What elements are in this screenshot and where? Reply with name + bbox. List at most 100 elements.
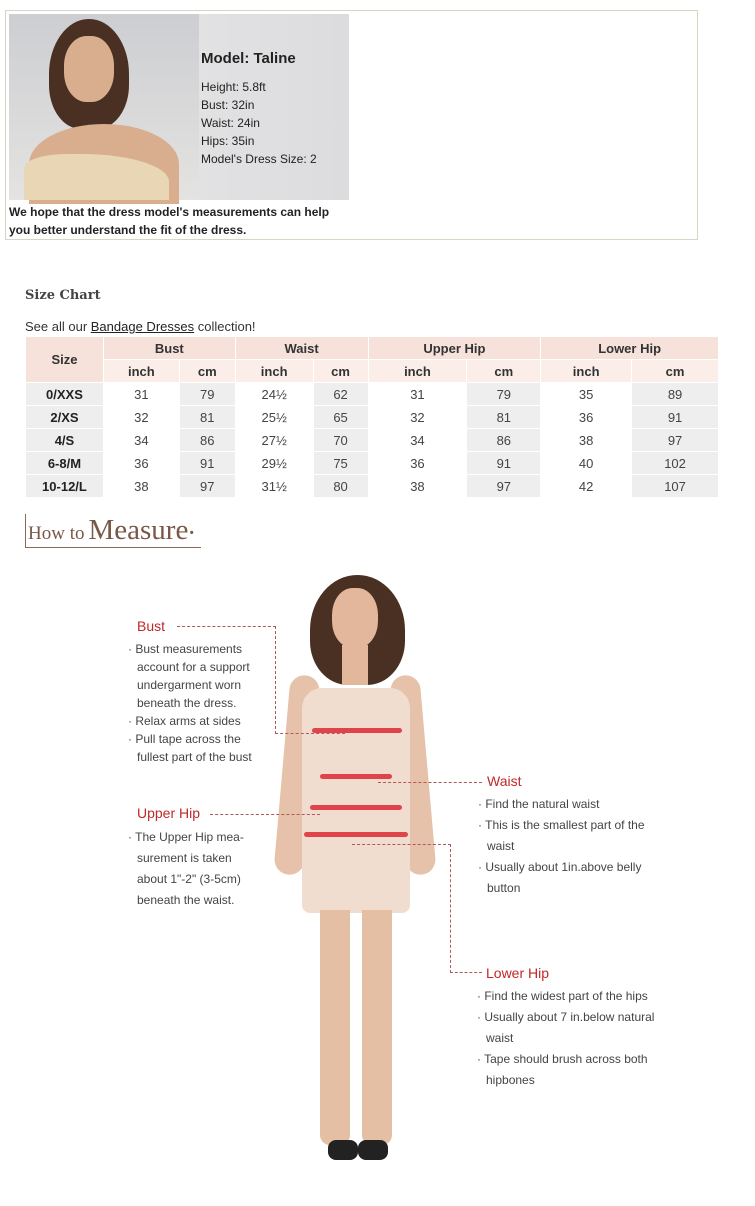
- table-row: 2/XS 32 81 25½ 65 32 81 36 91: [25, 405, 719, 429]
- model-height: Height: 5.8ft: [201, 80, 266, 94]
- upper-hip-callout-line: [210, 814, 320, 815]
- size-cell: 0/XXS: [25, 382, 104, 406]
- model-photo: Model: Taline Height: 5.8ft Bust: 32in W…: [9, 14, 349, 204]
- value-cell: 89: [631, 382, 719, 406]
- size-chart-table: Size Bust Waist Upper Hip Lower Hip inch…: [25, 336, 719, 498]
- value-cell: 25½: [234, 405, 314, 429]
- value-cell: 31: [367, 382, 468, 406]
- bust-label: Bust: [137, 618, 166, 634]
- model-face: [64, 36, 114, 102]
- table-row: 6-8/M 36 91 29½ 75 36 91 40 102: [25, 451, 719, 475]
- lower-hip-point: · Usually about 7 in.below natural waist: [477, 1010, 655, 1045]
- value-cell: 97: [466, 474, 542, 498]
- unit-header: inch: [234, 359, 314, 383]
- value-cell: 36: [102, 451, 180, 475]
- unit-header: inch: [102, 359, 180, 383]
- upper-hip-arrow: [310, 805, 402, 810]
- unit-header: cm: [178, 359, 236, 383]
- model-waist: Waist: 24in: [201, 116, 260, 130]
- table-row: 4/S 34 86 27½ 70 34 86 38 97: [25, 428, 719, 452]
- left-shoe: [328, 1140, 358, 1160]
- value-cell: 91: [178, 451, 236, 475]
- bust-point: · Bust measurements account for a suppor…: [128, 642, 250, 710]
- right-shoe: [358, 1140, 388, 1160]
- lower-hip-callout-line: [352, 844, 451, 973]
- size-cell: 2/XS: [25, 405, 104, 429]
- value-cell: 32: [367, 405, 468, 429]
- title-dot: ·: [188, 522, 195, 544]
- waist-callout-line: [378, 782, 482, 783]
- value-cell: 81: [178, 405, 236, 429]
- value-cell: 36: [367, 451, 468, 475]
- unit-header: inch: [367, 359, 468, 383]
- upper-hip-label: Upper Hip: [137, 805, 201, 821]
- group-header: Lower Hip: [540, 336, 719, 360]
- bust-point: · Pull tape across the fullest part of t…: [128, 732, 252, 764]
- group-header: Upper Hip: [367, 336, 542, 360]
- upper-hip-points: · The Upper Hip mea-surement is taken ab…: [128, 827, 253, 911]
- value-cell: 97: [178, 474, 236, 498]
- value-cell: 102: [631, 451, 719, 475]
- value-cell: 27½: [234, 428, 314, 452]
- value-cell: 107: [631, 474, 719, 498]
- measure-figure: [270, 570, 440, 1170]
- value-cell: 86: [178, 428, 236, 452]
- unit-header: inch: [540, 359, 633, 383]
- value-cell: 36: [540, 405, 633, 429]
- value-cell: 29½: [234, 451, 314, 475]
- value-cell: 38: [102, 474, 180, 498]
- waist-points: · Find the natural waist · This is the s…: [478, 794, 658, 899]
- unit-header: cm: [312, 359, 369, 383]
- table-row: 0/XXS 31 79 24½ 62 31 79 35 89: [25, 382, 719, 406]
- model-bust: Bust: 32in: [201, 98, 255, 112]
- value-cell: 40: [540, 451, 633, 475]
- value-cell: 31: [102, 382, 180, 406]
- value-cell: 86: [466, 428, 542, 452]
- value-cell: 79: [178, 382, 236, 406]
- value-cell: 65: [312, 405, 369, 429]
- right-leg: [362, 910, 392, 1145]
- lower-hip-arrow: [304, 832, 408, 837]
- bust-arrow: [312, 728, 402, 733]
- title-small: How to: [28, 523, 85, 544]
- value-cell: 91: [466, 451, 542, 475]
- value-cell: 38: [367, 474, 468, 498]
- figure-dress: [302, 688, 410, 913]
- value-cell: 97: [631, 428, 719, 452]
- lower-hip-points: · Find the widest part of the hips · Usu…: [477, 986, 662, 1091]
- how-to-measure-title: How to Measure·: [25, 514, 201, 548]
- collection-intro: See all our Bandage Dresses collection!: [25, 319, 256, 334]
- waist-arrow: [320, 774, 392, 779]
- bandage-dresses-link[interactable]: Bandage Dresses: [90, 319, 195, 334]
- bust-point: · Relax arms at sides: [128, 714, 241, 728]
- model-dress: [24, 154, 169, 200]
- value-cell: 79: [466, 382, 542, 406]
- group-header: Waist: [234, 336, 369, 360]
- value-cell: 80: [312, 474, 369, 498]
- model-name: Model: Taline: [201, 50, 296, 67]
- value-cell: 91: [631, 405, 719, 429]
- value-cell: 34: [367, 428, 468, 452]
- value-cell: 70: [312, 428, 369, 452]
- unit-header: cm: [466, 359, 542, 383]
- waist-point: · This is the smallest part of the waist: [478, 818, 645, 853]
- value-cell: 31½: [234, 474, 314, 498]
- lower-hip-point: · Tape should brush across both hipbones: [477, 1052, 648, 1087]
- model-hips: Hips: 35in: [201, 134, 255, 148]
- bust-points: · Bust measurements account for a suppor…: [128, 640, 268, 766]
- size-header: Size: [25, 336, 104, 383]
- waist-point: · Find the natural waist: [478, 797, 600, 811]
- size-cell: 6-8/M: [25, 451, 104, 475]
- model-dress-size: Model's Dress Size: 2: [201, 152, 317, 166]
- model-info-box: Model: Taline Height: 5.8ft Bust: 32in W…: [5, 10, 698, 240]
- value-cell: 81: [466, 405, 542, 429]
- size-cell: 4/S: [25, 428, 104, 452]
- value-cell: 34: [102, 428, 180, 452]
- value-cell: 75: [312, 451, 369, 475]
- group-header: Bust: [102, 336, 236, 360]
- lower-hip-label: Lower Hip: [486, 965, 550, 981]
- value-cell: 42: [540, 474, 633, 498]
- value-cell: 62: [312, 382, 369, 406]
- intro-suffix: collection!: [194, 319, 256, 334]
- value-cell: 35: [540, 382, 633, 406]
